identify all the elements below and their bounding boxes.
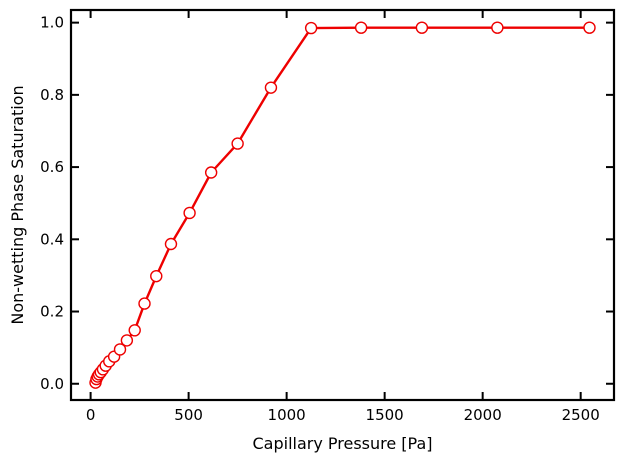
y-axis-label: Non-wetting Phase Saturation — [8, 85, 27, 324]
tick-labels: 0 500 1000 1500 2000 2500 0.0 0.2 0.4 0.6 0.8 1.0 — [40, 14, 600, 424]
y-tick-label: 0.2 — [40, 303, 64, 321]
y-tick-label: 0.4 — [40, 230, 64, 248]
y-tick-label: 0.8 — [40, 86, 64, 104]
x-tick-label: 1500 — [366, 406, 404, 424]
data-point — [128, 324, 141, 337]
data-point — [164, 237, 178, 251]
data-point — [231, 137, 244, 150]
data-point — [264, 81, 278, 94]
data-point — [204, 166, 218, 179]
y-tick-label: 0.0 — [40, 375, 64, 393]
data-point — [150, 269, 163, 283]
data-point — [138, 297, 151, 310]
x-tick-label: 0 — [86, 406, 96, 424]
data-point — [304, 21, 318, 35]
x-axis-label: Capillary Pressure [Pa] — [252, 434, 432, 453]
data-point — [491, 21, 504, 34]
x-tick-label: 2000 — [464, 406, 502, 424]
y-tick-label: 0.6 — [40, 158, 64, 176]
x-tick-label: 1000 — [268, 406, 306, 424]
y-tick-label: 1.0 — [40, 14, 64, 32]
series-layer — [89, 21, 596, 389]
x-tick-label: 500 — [174, 406, 203, 424]
data-point — [415, 21, 429, 34]
axis-ticks — [71, 10, 614, 400]
data-point — [354, 21, 368, 34]
data-point — [120, 334, 134, 347]
series-line — [94, 26, 590, 384]
data-point — [113, 343, 127, 356]
plot-frame — [69, 8, 616, 402]
data-point — [583, 21, 596, 34]
x-tick-label: 2500 — [562, 406, 600, 424]
data-point — [183, 206, 196, 220]
